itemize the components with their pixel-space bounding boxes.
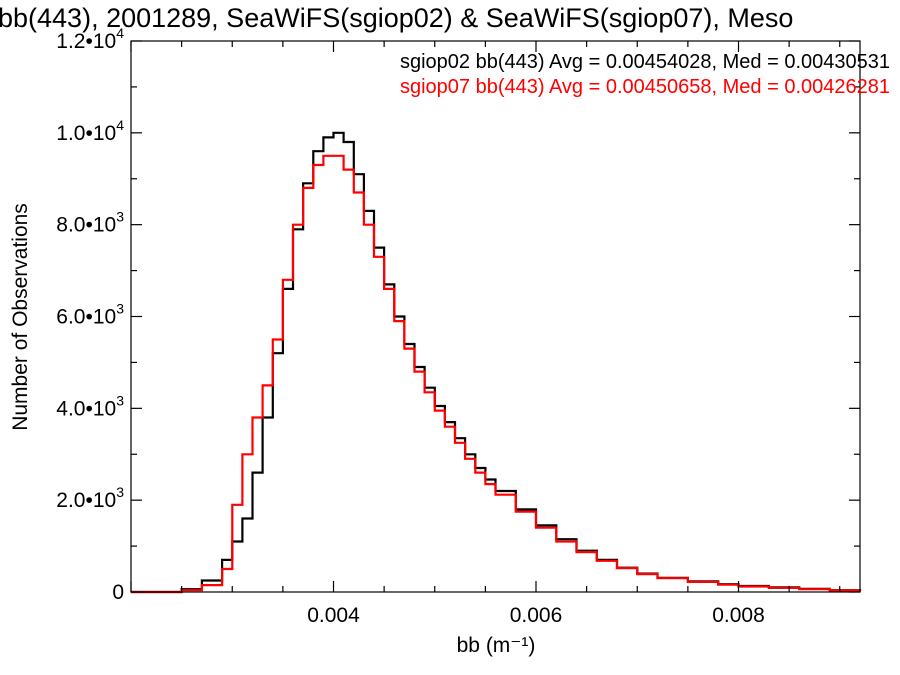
chart-title: bb(443), 2001289, SeaWiFS(sgiop02) & Sea…	[0, 3, 793, 33]
x-tick-label: 0.008	[712, 604, 765, 627]
y-tick-label: 4.0•103	[56, 392, 124, 420]
x-tick-label: 0.004	[307, 604, 360, 627]
y-tick-label: 0	[112, 581, 124, 604]
y-axis-label: Number of Observations	[9, 203, 32, 431]
y-tick-label: 1.2•104	[56, 25, 124, 53]
legend: sgiop02 bb(443) Avg = 0.00454028, Med = …	[400, 51, 890, 98]
y-tick-label: 2.0•103	[56, 484, 124, 512]
legend-entry-sgiop02: sgiop02 bb(443) Avg = 0.00454028, Med = …	[400, 51, 890, 73]
y-tick-label: 6.0•103	[56, 301, 124, 329]
series-layer	[131, 131, 862, 594]
y-tick-label: 8.0•103	[56, 209, 124, 237]
axes-layer: 0.004 0.006 0.008 0 2.0•103 4.0•103 6.0•103 8.0…	[56, 25, 861, 627]
series-line-sgiop07	[131, 154, 862, 594]
y-tick-label: 1.0•104	[56, 117, 124, 145]
x-axis-label: bb (m⁻¹)	[457, 634, 536, 657]
x-tick-label: 0.006	[510, 604, 563, 627]
legend-entry-sgiop07: sgiop07 bb(443) Avg = 0.00450658, Med = …	[400, 76, 890, 98]
